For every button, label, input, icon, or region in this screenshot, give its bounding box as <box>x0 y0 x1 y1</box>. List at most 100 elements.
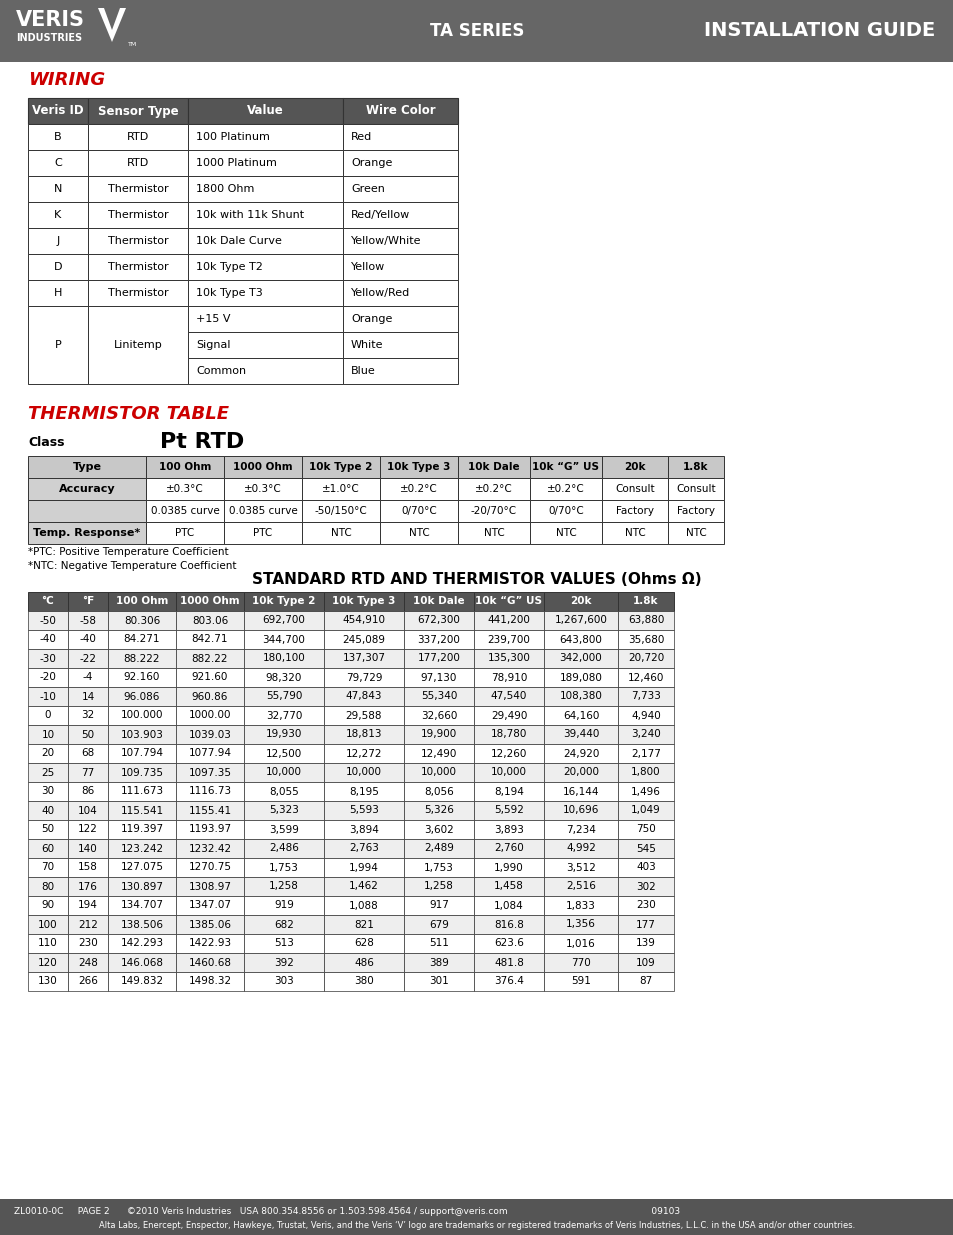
Text: 513: 513 <box>274 939 294 948</box>
Bar <box>175 782 244 802</box>
Text: 2,760: 2,760 <box>494 844 523 853</box>
Bar <box>175 934 244 953</box>
Bar <box>244 668 324 687</box>
Bar <box>403 668 474 687</box>
Bar <box>343 124 457 149</box>
Text: 14: 14 <box>81 692 94 701</box>
Bar <box>88 203 188 228</box>
Bar <box>175 650 244 668</box>
Text: 96.086: 96.086 <box>124 692 160 701</box>
Text: J: J <box>56 236 59 246</box>
Bar <box>244 897 324 915</box>
Text: 29,490: 29,490 <box>490 710 527 720</box>
Text: Wire Color: Wire Color <box>365 105 435 117</box>
Bar <box>474 934 543 953</box>
Text: Orange: Orange <box>351 314 392 324</box>
Bar <box>68 915 108 934</box>
Text: 92.160: 92.160 <box>124 673 160 683</box>
Text: 109.735: 109.735 <box>120 767 163 778</box>
Text: -50: -50 <box>39 615 56 625</box>
Bar <box>108 802 175 820</box>
Bar <box>68 743 108 763</box>
Bar <box>618 802 673 820</box>
Bar <box>618 725 673 743</box>
Text: 486: 486 <box>354 957 374 967</box>
Text: 68: 68 <box>81 748 94 758</box>
Bar <box>68 934 108 953</box>
Bar <box>474 743 543 763</box>
Bar <box>403 934 474 953</box>
Text: 84.271: 84.271 <box>124 635 160 645</box>
Text: 10k “G” US: 10k “G” US <box>475 597 542 606</box>
Bar <box>244 611 324 630</box>
Text: 35,680: 35,680 <box>627 635 663 645</box>
Bar <box>244 839 324 858</box>
Text: Factory: Factory <box>677 506 714 516</box>
Text: 1308.97: 1308.97 <box>189 882 232 892</box>
Bar <box>28 915 68 934</box>
Text: 3,512: 3,512 <box>565 862 596 872</box>
Text: 1,258: 1,258 <box>424 882 454 892</box>
Text: 1,267,600: 1,267,600 <box>554 615 607 625</box>
Bar <box>530 500 601 522</box>
Bar <box>474 953 543 972</box>
Bar <box>403 802 474 820</box>
Bar <box>28 668 68 687</box>
Bar <box>474 782 543 802</box>
Bar <box>324 972 403 990</box>
Bar <box>175 972 244 990</box>
Bar <box>28 934 68 953</box>
Bar <box>188 124 343 149</box>
Bar <box>474 592 543 611</box>
Text: 110: 110 <box>38 939 58 948</box>
Text: P: P <box>54 340 61 350</box>
Bar <box>28 802 68 820</box>
Bar <box>618 650 673 668</box>
Bar <box>618 915 673 934</box>
Text: 10k Type 2: 10k Type 2 <box>252 597 315 606</box>
Bar <box>188 98 343 124</box>
Bar <box>68 839 108 858</box>
Bar <box>324 725 403 743</box>
Text: 1460.68: 1460.68 <box>189 957 232 967</box>
Text: 8,056: 8,056 <box>424 787 454 797</box>
Bar <box>618 706 673 725</box>
Text: PTC: PTC <box>253 529 273 538</box>
Text: 1155.41: 1155.41 <box>189 805 232 815</box>
Bar <box>618 763 673 782</box>
Bar <box>543 934 618 953</box>
Text: 10k with 11k Shunt: 10k with 11k Shunt <box>195 210 304 220</box>
Text: -22: -22 <box>79 653 96 663</box>
Text: 5,593: 5,593 <box>349 805 378 815</box>
Bar <box>403 877 474 897</box>
Text: Veris ID: Veris ID <box>32 105 84 117</box>
Bar <box>457 522 530 543</box>
Bar <box>68 972 108 990</box>
Text: Common: Common <box>195 366 246 375</box>
Bar <box>601 456 667 478</box>
Text: 12,260: 12,260 <box>490 748 527 758</box>
Text: D: D <box>53 262 62 272</box>
Bar <box>543 877 618 897</box>
Bar <box>403 687 474 706</box>
Text: 39,440: 39,440 <box>562 730 598 740</box>
Bar <box>403 897 474 915</box>
Text: ±1.0°C: ±1.0°C <box>322 484 359 494</box>
Text: 1,753: 1,753 <box>269 862 298 872</box>
Text: 88.222: 88.222 <box>124 653 160 663</box>
Text: -20/70°C: -20/70°C <box>471 506 517 516</box>
Bar <box>28 763 68 782</box>
Bar <box>543 953 618 972</box>
Text: 441,200: 441,200 <box>487 615 530 625</box>
Text: 1193.97: 1193.97 <box>189 825 232 835</box>
Bar <box>188 254 343 280</box>
Text: 1039.03: 1039.03 <box>189 730 232 740</box>
Bar <box>379 456 457 478</box>
Bar <box>618 953 673 972</box>
Bar <box>474 820 543 839</box>
Text: 692,700: 692,700 <box>262 615 305 625</box>
Text: 55,790: 55,790 <box>266 692 302 701</box>
Text: 301: 301 <box>429 977 449 987</box>
Text: 12,490: 12,490 <box>420 748 456 758</box>
Text: 20k: 20k <box>623 462 645 472</box>
